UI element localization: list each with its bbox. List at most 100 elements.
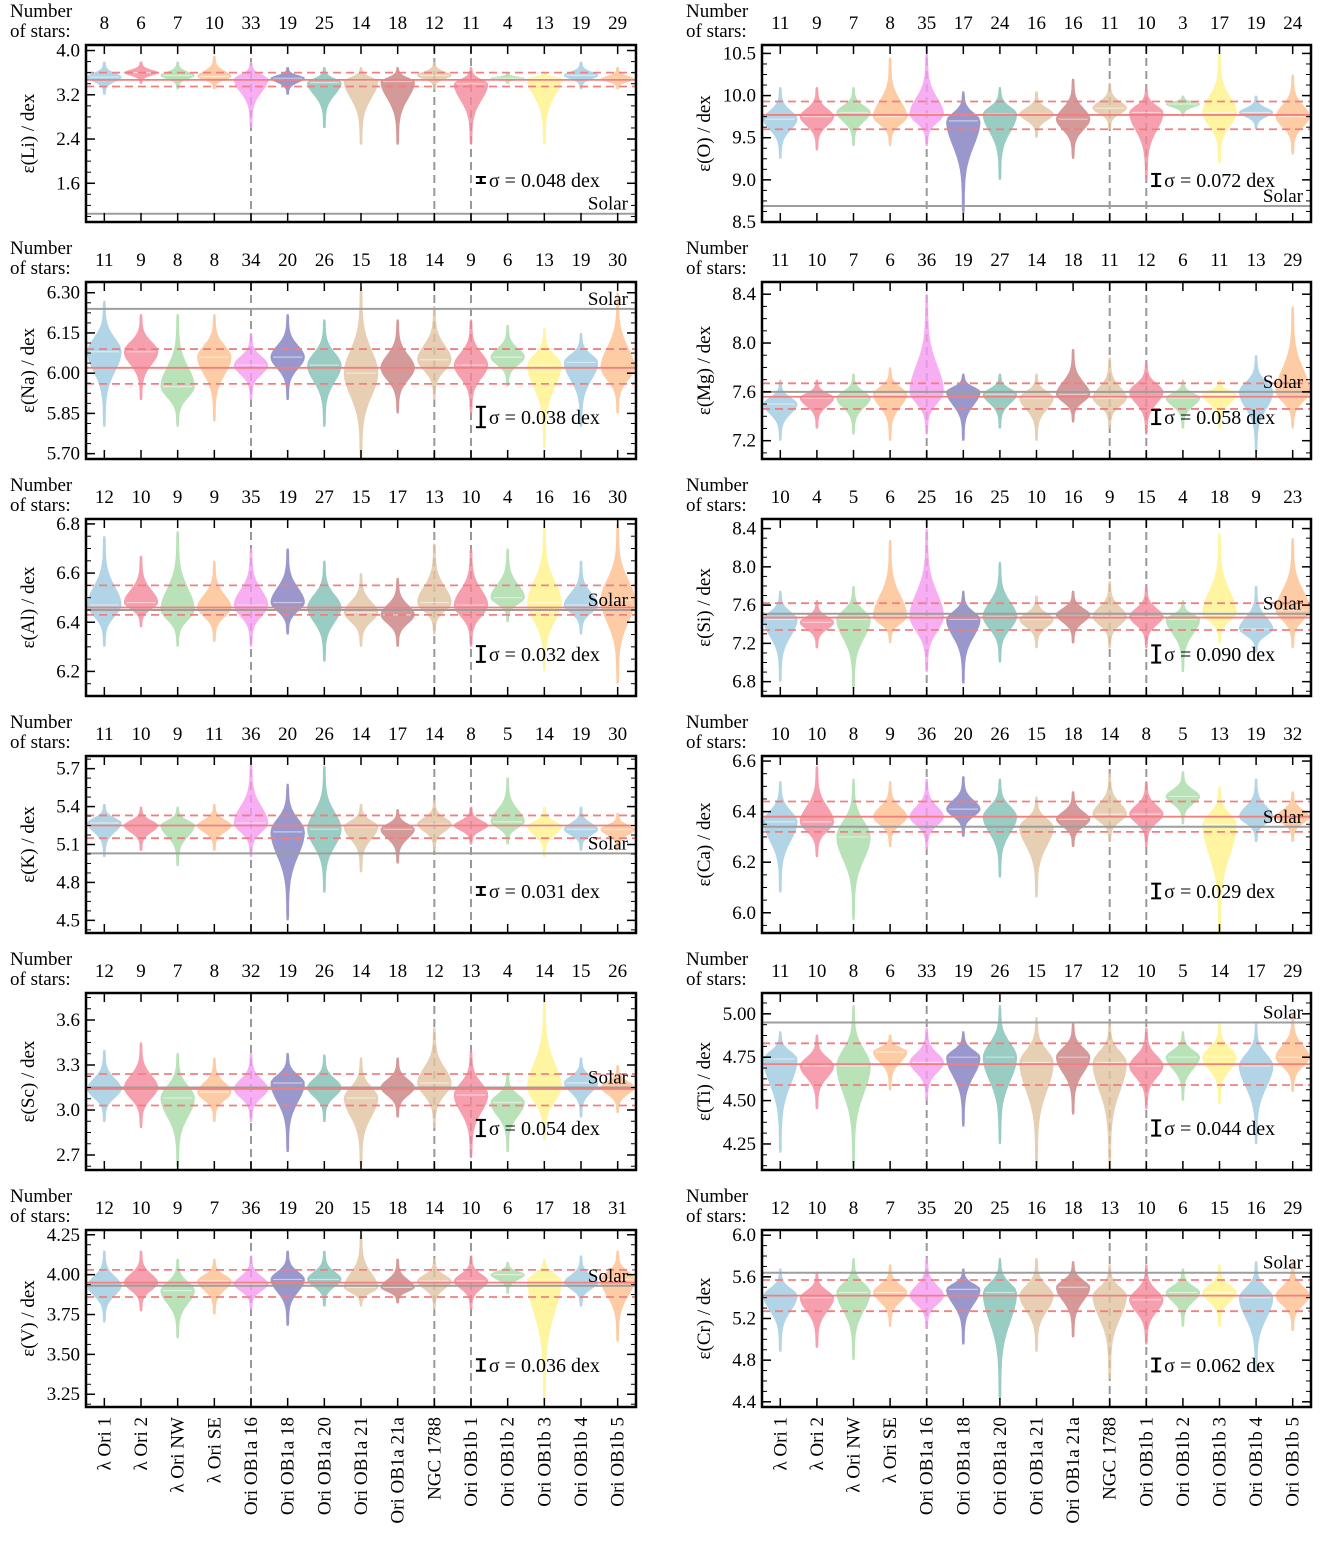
x-category-label: Ori OB1a 20 — [314, 1417, 335, 1515]
star-count: 7 — [173, 961, 183, 982]
violin-8 — [380, 578, 415, 647]
y-tick-label: 6.4 — [732, 802, 756, 823]
y-tick-label: 4.00 — [47, 1265, 80, 1286]
violin-2 — [160, 1053, 195, 1167]
violin-11 — [1165, 1268, 1200, 1327]
plot-area — [762, 993, 1311, 1170]
violin-7 — [1019, 373, 1054, 441]
star-count: 16 — [535, 487, 554, 508]
count-label: of stars: — [686, 732, 747, 753]
star-count: 10 — [771, 487, 790, 508]
star-count: 7 — [173, 13, 183, 34]
violin-10 — [453, 1050, 489, 1158]
x-category-label: NGC 1788 — [1100, 1417, 1121, 1500]
star-count: 18 — [1064, 1198, 1083, 1219]
plot-area — [86, 45, 636, 222]
violin-1 — [123, 314, 159, 400]
star-count: 26 — [990, 961, 1009, 982]
star-count: 12 — [95, 1198, 114, 1219]
y-axis-label: ε(Al) / dex — [18, 566, 39, 648]
star-count: 6 — [885, 961, 895, 982]
x-category-label: Ori OB1a 18 — [278, 1417, 299, 1515]
star-count: 15 — [572, 961, 591, 982]
star-count: 11 — [95, 724, 113, 745]
violin-0 — [87, 1050, 122, 1122]
violin-8 — [380, 809, 415, 864]
star-count: 12 — [95, 961, 114, 982]
violin-0 — [763, 1268, 798, 1352]
violin-14 — [1275, 306, 1310, 429]
y-tick-label: 5.7 — [56, 759, 80, 780]
violin-5 — [946, 590, 981, 684]
violin-1 — [799, 766, 835, 858]
violin-8 — [380, 319, 415, 414]
star-count: 35 — [917, 13, 936, 34]
star-count: 6 — [885, 487, 895, 508]
star-count: 10 — [1027, 487, 1046, 508]
star-count: 20 — [954, 1198, 973, 1219]
y-tick-label: 6.6 — [732, 751, 756, 772]
x-category-label: Ori OB1a 21 — [351, 1417, 372, 1515]
star-count: 29 — [1283, 961, 1302, 982]
count-label: of stars: — [10, 969, 71, 990]
star-count: 16 — [1027, 1198, 1046, 1219]
star-count: 29 — [1283, 250, 1302, 271]
y-tick-label: 4.50 — [723, 1091, 756, 1112]
violin-14 — [600, 1250, 635, 1342]
y-tick-label: 5.6 — [732, 1267, 756, 1288]
star-count: 27 — [315, 487, 334, 508]
violin-6 — [307, 560, 342, 662]
y-tick-label: 6.8 — [56, 514, 80, 535]
solar-label: Solar — [588, 1266, 629, 1287]
violin-0 — [87, 300, 122, 427]
star-count: 16 — [1027, 13, 1046, 34]
violin-7 — [1019, 1017, 1054, 1167]
violin-12 — [527, 806, 562, 858]
violin-0 — [87, 804, 122, 858]
sigma-label: σ = 0.036 dex — [489, 1355, 600, 1377]
violin-4 — [909, 53, 944, 147]
star-count: 11 — [462, 13, 480, 34]
star-count: 27 — [990, 250, 1009, 271]
star-count: 18 — [388, 961, 407, 982]
violin-5 — [270, 67, 305, 95]
plot-area — [762, 519, 1311, 696]
star-count: 18 — [1064, 724, 1083, 745]
violin-9 — [1092, 357, 1127, 429]
violin-6 — [982, 373, 1017, 429]
star-count: 32 — [1283, 724, 1302, 745]
plot-area — [762, 282, 1311, 459]
x-category-label: Ori OB1a 21a — [388, 1416, 409, 1523]
violin-0 — [87, 536, 122, 647]
violin-5 — [270, 548, 305, 635]
violin-13 — [563, 333, 599, 427]
count-label: of stars: — [686, 21, 747, 42]
violin-10 — [1129, 1264, 1164, 1345]
star-count: 20 — [954, 724, 973, 745]
violin-10 — [453, 67, 489, 145]
violin-5 — [270, 1250, 305, 1326]
star-count: 25 — [990, 1198, 1009, 1219]
solar-label: Solar — [1263, 1003, 1304, 1024]
sigma-label: σ = 0.072 dex — [1164, 170, 1275, 192]
violin-2 — [836, 778, 871, 921]
x-category-label: Ori OB1b 5 — [608, 1417, 629, 1507]
star-count: 14 — [535, 724, 555, 745]
count-label: Number — [10, 712, 73, 733]
star-count: 23 — [1283, 487, 1302, 508]
star-count: 13 — [1247, 250, 1266, 271]
star-count: 8 — [1142, 724, 1152, 745]
violin-3 — [873, 540, 908, 644]
violin-9 — [417, 1258, 452, 1310]
star-count: 13 — [425, 487, 444, 508]
x-category-label: Ori OB1b 1 — [461, 1417, 482, 1507]
star-count: 7 — [885, 1198, 895, 1219]
star-count: 9 — [210, 487, 220, 508]
